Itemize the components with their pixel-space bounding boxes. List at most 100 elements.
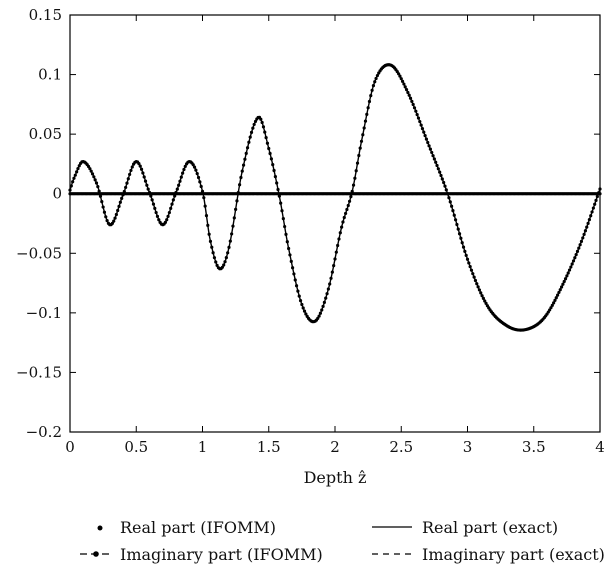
y-tick-label: 0 (52, 185, 62, 203)
point-imag-ifomm (138, 164, 142, 168)
legend: Real part (IFOMM) Real part (exact) Imag… (80, 518, 604, 564)
point-imag-ifomm (200, 189, 205, 193)
point-imag-ifomm (283, 224, 287, 229)
point-imag-ifomm (232, 216, 236, 220)
point-imag-ifomm (457, 232, 462, 236)
point-imag-ifomm (285, 240, 289, 244)
point-imag-ifomm (139, 167, 144, 171)
point-imag-ifomm (73, 173, 77, 177)
point-imag-ifomm (223, 260, 227, 264)
point-imag-ifomm (154, 210, 158, 215)
point-imag-ifomm (280, 209, 284, 213)
point-imag-ifomm (586, 221, 590, 225)
point-imag-ifomm (149, 194, 153, 198)
point-imag-ifomm (434, 160, 438, 164)
point-imag-ifomm (118, 200, 122, 204)
point-imag-ifomm (375, 73, 379, 78)
point-imag-ifomm (464, 253, 468, 257)
plot-frame (69, 14, 601, 433)
point-imag-ifomm (183, 164, 187, 168)
point-imag-ifomm (353, 176, 357, 180)
point-imag-ifomm (397, 72, 401, 76)
x-axis-label: Depth ẑ (304, 468, 367, 487)
x-tick-label: 1 (198, 438, 208, 456)
point-imag-ifomm (469, 268, 474, 272)
point-imag-ifomm (288, 253, 292, 257)
x-tick-label: 2.5 (389, 438, 413, 456)
point-imag-ifomm (126, 177, 130, 181)
point-imag-ifomm (271, 162, 275, 167)
point-imag-ifomm (549, 306, 553, 310)
point-imag-ifomm (281, 216, 285, 221)
point-imag-ifomm (595, 194, 599, 199)
y-tick-label: 0.1 (38, 66, 62, 84)
point-imag-ifomm (359, 139, 364, 143)
point-imag-ifomm (77, 164, 81, 168)
point-imag-ifomm (89, 169, 93, 173)
legend-item-imag-ifomm: Imaginary part (IFOMM) (80, 545, 323, 564)
point-imag-ifomm (94, 181, 99, 185)
point-imag-ifomm (72, 176, 76, 180)
point-imag-ifomm (167, 210, 171, 215)
point-imag-ifomm (475, 282, 479, 286)
point-imag-ifomm (113, 216, 117, 220)
point-imag-ifomm (424, 137, 429, 141)
point-imag-ifomm (321, 304, 325, 308)
point-imag-ifomm (357, 153, 361, 158)
point-imag-ifomm (263, 130, 267, 134)
point-imag-ifomm (412, 106, 417, 110)
point-imag-ifomm (472, 275, 476, 279)
point-imag-ifomm (432, 157, 436, 161)
point-imag-ifomm (369, 94, 373, 98)
point-imag-ifomm (322, 300, 326, 305)
point-imag-ifomm (100, 200, 104, 204)
point-imag-ifomm (291, 266, 295, 270)
point-imag-ifomm (292, 272, 296, 276)
legend-item-imag-exact: Imaginary part (exact) (372, 545, 604, 564)
series-dashed (68, 63, 602, 332)
point-imag-ifomm (241, 163, 246, 167)
point-imag-ifomm (195, 172, 199, 176)
point-imag-ifomm (373, 80, 377, 84)
point-imag-ifomm (211, 251, 215, 255)
point-imag-ifomm (431, 154, 435, 158)
point-imag-ifomm (129, 168, 133, 173)
point-imag-ifomm (428, 147, 432, 151)
point-imag-ifomm (443, 184, 447, 188)
point-imag-ifomm (191, 163, 195, 167)
point-imag-ifomm (147, 190, 152, 195)
point-imag-ifomm (344, 211, 348, 216)
point-imag-ifomm (317, 314, 321, 318)
point-imag-ifomm (554, 296, 558, 300)
point-imag-ifomm (121, 193, 125, 197)
y-tick-label: −0.2 (26, 423, 62, 441)
point-imag-ifomm (567, 268, 572, 272)
point-imag-ifomm (420, 127, 425, 131)
point-imag-ifomm (553, 298, 557, 302)
legend-diamond-marker (93, 551, 99, 557)
point-imag-ifomm (151, 202, 156, 206)
point-imag-ifomm (259, 117, 263, 121)
point-imag-ifomm (410, 99, 414, 103)
point-imag-ifomm (245, 146, 250, 150)
point-imag-ifomm (324, 296, 328, 300)
point-imag-ifomm (565, 274, 569, 278)
point-imag-ifomm (436, 167, 440, 171)
point-imag-ifomm (222, 263, 226, 267)
point-imag-ifomm (361, 133, 365, 137)
point-imag-ifomm (171, 198, 175, 202)
point-imag-ifomm (578, 243, 582, 247)
point-imag-ifomm (230, 232, 234, 236)
point-imag-ifomm (575, 249, 580, 253)
point-imag-ifomm (173, 194, 177, 198)
point-imag-ifomm (483, 299, 487, 303)
point-imag-ifomm (125, 181, 129, 185)
point-imag-ifomm (206, 223, 210, 227)
point-imag-ifomm (130, 165, 134, 169)
point-imag-ifomm (593, 202, 597, 206)
point-imag-ifomm (210, 245, 214, 249)
point-imag-ifomm (284, 232, 288, 236)
point-imag-ifomm (227, 245, 231, 249)
point-imag-ifomm (442, 180, 446, 185)
point-imag-ifomm (423, 134, 427, 138)
